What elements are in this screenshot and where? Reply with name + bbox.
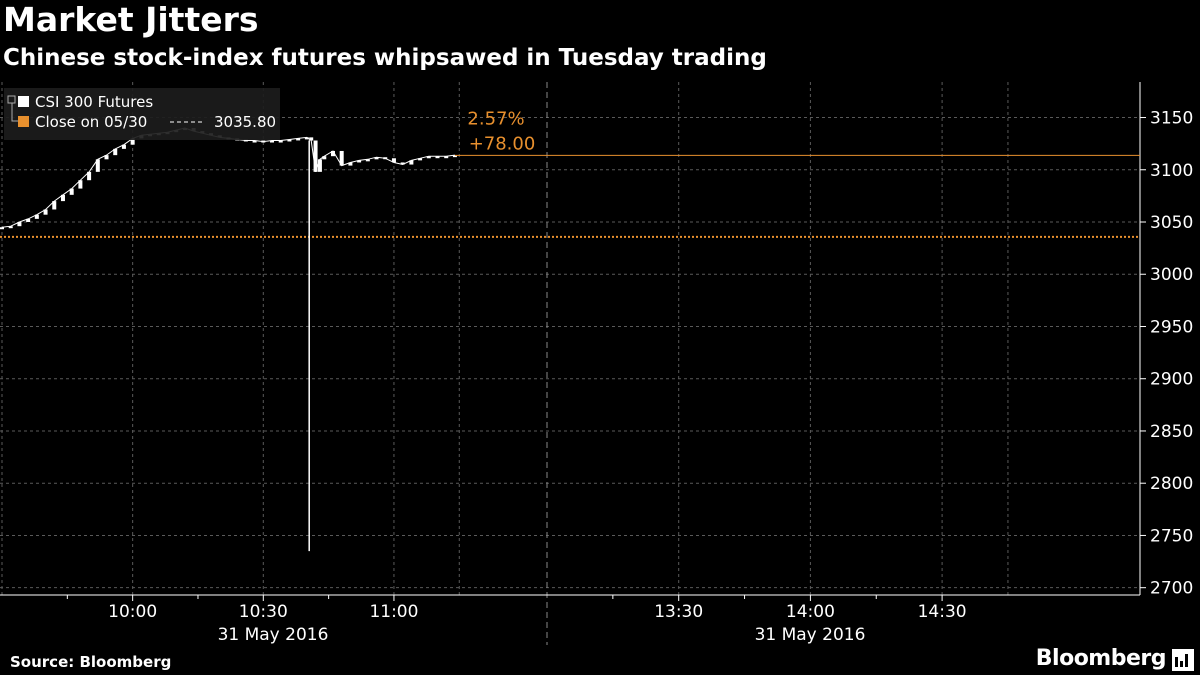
price-bar (374, 157, 379, 160)
price-bar (383, 157, 388, 160)
price-bar (113, 148, 118, 156)
price-bar (400, 162, 405, 165)
legend-label: Close on 05/30 (35, 113, 147, 131)
price-bar (34, 214, 39, 219)
price-bar (252, 140, 257, 143)
legend-tree-connector (11, 103, 18, 122)
chart-subtitle: Chinese stock-index futures whipsawed in… (3, 45, 767, 71)
price-bar (95, 159, 100, 172)
legend-value: 3035.80 (214, 113, 276, 131)
price-bar (87, 171, 92, 181)
brand-logo-text: Bloomberg (1035, 646, 1167, 671)
price-series (0, 127, 457, 552)
price-bar (452, 155, 457, 158)
price-bar (69, 188, 74, 195)
price-bar (317, 159, 322, 172)
x-tick-label: 13:30 (654, 602, 703, 622)
price-bar (243, 139, 248, 142)
price-bar (426, 156, 431, 159)
price-bar (17, 222, 22, 227)
price-bar (313, 140, 318, 172)
change-abs-label: +78.00 (469, 133, 536, 154)
y-tick-label: 3150 (1150, 109, 1193, 129)
grid-lines (0, 82, 1140, 645)
price-bar (78, 180, 83, 189)
price-bar (0, 227, 4, 230)
price-bar (444, 156, 449, 159)
bloomberg-logo-icon (1172, 649, 1194, 671)
price-line (1, 127, 455, 228)
x-tick-label: 14:30 (918, 602, 967, 622)
price-bar (391, 158, 396, 163)
price-bar (104, 155, 109, 160)
chart-title: Market Jitters (3, 0, 259, 39)
axes: 3150 3100 3050 3000 2950 2900 2850 2800 2750 2700… (0, 82, 1193, 645)
price-bar (435, 156, 440, 159)
price-bar (409, 160, 414, 165)
legend-label: CSI 300 Futures (35, 93, 153, 111)
y-tick-label: 2800 (1150, 474, 1193, 494)
y-tick-label: 3000 (1150, 265, 1193, 285)
price-bar (270, 140, 275, 143)
price-bar (43, 209, 48, 215)
legend-swatch (18, 116, 29, 127)
x-date-label: 31 May 2016 (218, 625, 329, 645)
price-bar (348, 162, 353, 166)
price-bar (121, 144, 126, 149)
price-bar (418, 158, 423, 161)
price-bar (309, 137, 314, 141)
change-annotation: 2.57% +78.00 (454, 108, 1140, 156)
price-bar (130, 138, 135, 145)
price-bar (278, 140, 283, 143)
price-bar (365, 159, 370, 162)
price-bar (60, 194, 65, 202)
price-bar (287, 139, 292, 142)
y-tick-label: 2850 (1150, 422, 1193, 442)
price-bar (339, 150, 344, 166)
y-tick-label: 2900 (1150, 370, 1193, 390)
x-tick-label: 10:00 (108, 602, 157, 622)
y-tick-label: 2750 (1150, 526, 1193, 546)
price-bar (322, 156, 327, 160)
legend: CSI 300 Futures Close on 05/30 3035.80 (4, 88, 280, 140)
x-date-label: 31 May 2016 (755, 625, 866, 645)
source-note: Source: Bloomberg (10, 653, 172, 671)
price-bar (8, 226, 13, 229)
price-bar (357, 160, 362, 163)
price-bar (52, 201, 57, 210)
price-bar (26, 218, 31, 223)
y-tick-label: 3100 (1150, 161, 1193, 181)
legend-box (4, 88, 280, 140)
price-bar (296, 138, 301, 141)
x-tick-label: 10:30 (239, 602, 288, 622)
price-bar (261, 140, 266, 143)
price-bar (330, 150, 335, 157)
x-tick-label: 14:00 (786, 602, 835, 622)
x-tick-label: 11:00 (369, 602, 418, 622)
price-bar (304, 137, 309, 140)
y-tick-label: 2700 (1150, 579, 1193, 599)
change-pct-label: 2.57% (467, 108, 524, 129)
y-tick-label: 2950 (1150, 317, 1193, 337)
legend-swatch (18, 96, 29, 107)
y-tick-label: 3050 (1150, 213, 1193, 233)
